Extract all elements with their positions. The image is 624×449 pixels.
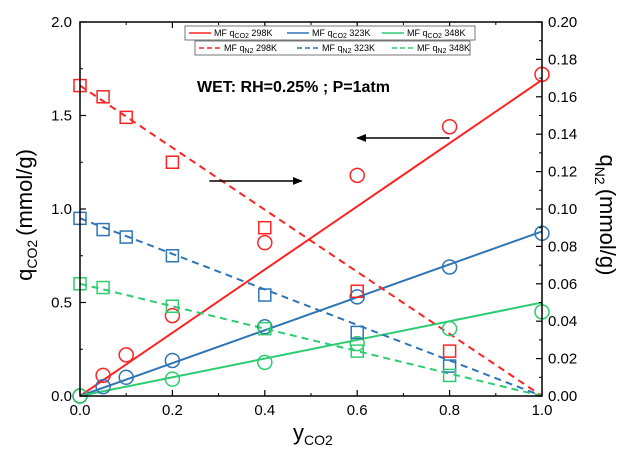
data-point-n2-348K (96, 280, 110, 295)
axis-ticks: 0.0 0.2 0.4 0.6 0.8 1.0 0.0 0.5 1.0 1.5 2.0 0.00 0.0… (51, 14, 577, 419)
data-point-n2-298K (96, 90, 110, 104)
y-right-tick-label: 0.14 (548, 126, 577, 143)
data-point-n2-323K (119, 230, 133, 244)
data-point-co2-298K (441, 118, 458, 135)
data-point-co2-348K (349, 335, 365, 352)
data-point-n2-298K (165, 155, 180, 169)
legend-entry-label: MF qCO2 348K (407, 28, 465, 40)
annotation-arrows (209, 133, 450, 185)
y-right-tick-label: 0.20 (548, 14, 577, 31)
data-point-co2-323K (441, 259, 458, 275)
x-tick-label: 0.6 (347, 402, 368, 419)
y-left-tick-label: 0.0 (51, 388, 72, 405)
data-point-co2-298K (118, 347, 134, 363)
data-point-n2-348K (350, 344, 364, 358)
x-tick-label: 0.4 (254, 402, 275, 419)
data-point-co2-298K (164, 307, 181, 324)
data-point-n2-298K (350, 284, 364, 299)
data-point-n2-323K (165, 249, 180, 263)
data-point-n2-348K (165, 299, 180, 313)
legend-entry-label: MF qCO2 323K (312, 28, 370, 40)
data-point-n2-348K (442, 368, 457, 383)
data-point-co2-323K (118, 369, 134, 386)
legend: MF qCO2 298K MF qCO2 323K MF qCO2 348K MF q… (184, 25, 476, 56)
x-tick-label: 0.0 (70, 402, 91, 419)
data-point-n2-298K (258, 220, 272, 235)
legend-entry-label: MF qN2 323K (322, 43, 375, 55)
legend-box (194, 40, 471, 56)
fit-lines (79, 79, 543, 397)
data-point-co2-323K (164, 352, 181, 369)
data-point-n2-323K (258, 288, 272, 302)
data-point-co2-298K (95, 367, 111, 384)
y-right-tick-label: 0.12 (548, 164, 577, 181)
y-right-tick-label: 0.08 (548, 238, 577, 255)
x-axis-title: yCO2 (293, 420, 333, 448)
data-point-n2-323K (442, 359, 457, 373)
data-point-co2-298K (349, 167, 365, 184)
condition-annotation: WET: RH=0.25% ; P=1atm (197, 79, 390, 96)
y-right-tick-label: 0.18 (548, 51, 577, 68)
fit-line-co2-348K (79, 301, 543, 397)
legend-entry-label: MF qN2 348K (417, 43, 470, 55)
y-left-tick-label: 1.0 (51, 201, 72, 218)
y-right-tick-label: 0.16 (548, 89, 577, 106)
y-right-tick-label: 0.06 (548, 276, 577, 293)
fit-line-co2-323K (79, 230, 543, 397)
data-point-n2-348K (258, 321, 272, 336)
legend-box (184, 25, 476, 41)
data-point-n2-323K (350, 325, 364, 340)
fit-line-n2-348K (79, 282, 543, 397)
data-point-co2-323K (95, 378, 111, 395)
fit-line-n2-298K (79, 84, 543, 397)
y-right-tick-label: 0.10 (548, 201, 577, 218)
x-tick-label: 1.0 (532, 402, 553, 419)
y-right-tick-label: 0.02 (548, 351, 577, 368)
y-right-axis-title: qN2(mmol/g) (592, 155, 620, 276)
data-point-co2-298K (257, 234, 273, 251)
y-left-tick-label: 0.5 (51, 295, 72, 312)
data-point-n2-298K (119, 110, 133, 125)
legend-entry-label: MF qCO2 298K (214, 28, 272, 40)
data-point-co2-323K (257, 319, 273, 335)
fit-line-co2-298K (79, 79, 543, 397)
y-right-tick-label: 0.04 (548, 313, 577, 330)
fit-line-n2-323K (79, 217, 543, 397)
data-point-co2-323K (349, 289, 365, 305)
legend-entry-label: MF qN2 298K (224, 43, 277, 55)
data-point-co2-348K (257, 354, 273, 371)
y-right-tick-label: 0.00 (548, 388, 577, 405)
data-point-co2-348K (441, 320, 458, 337)
data-point-n2-323K (96, 222, 110, 237)
data-point-co2-348K (164, 371, 181, 387)
y-left-tick-label: 1.5 (51, 108, 72, 125)
x-tick-label: 0.8 (439, 402, 460, 419)
data-point-n2-298K (442, 344, 457, 358)
y-left-tick-label: 2.0 (51, 14, 72, 31)
x-tick-label: 0.2 (162, 402, 183, 419)
y-left-axis-title: qCO2(mmol/g) (12, 149, 40, 281)
